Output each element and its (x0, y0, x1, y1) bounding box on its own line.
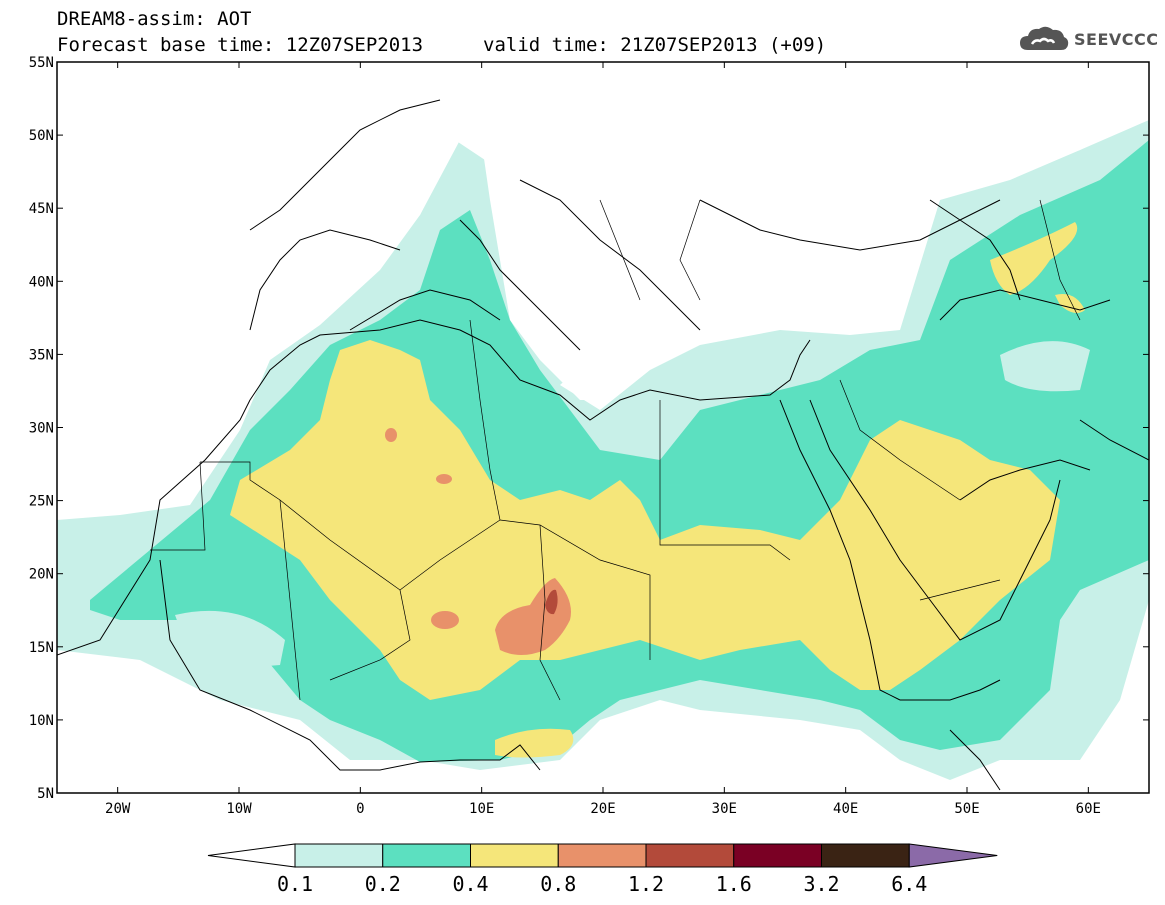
y-axis: 5N 10N 15N 20N 25N 30N 35N 40N 45N 50N 55N (29, 55, 1149, 802)
x-tick-label: 60E (1076, 801, 1101, 817)
y-tick-label: 50N (29, 128, 54, 144)
seevccc-logo: SEEVCCC (1018, 24, 1159, 54)
colorbar-label: 0.4 (452, 872, 488, 896)
x-tick-label: 10W (226, 801, 252, 817)
colorbar-box (470, 843, 559, 868)
y-tick-label: 5N (37, 786, 54, 802)
cloud-icon (1020, 26, 1069, 50)
forecast-base-time: Forecast base time: 12Z07SEP2013 (57, 34, 424, 56)
x-tick-label: 20E (590, 801, 615, 817)
y-tick-label: 25N (29, 494, 54, 510)
colorbar-label: 0.1 (277, 872, 313, 896)
x-tick-label: 30E (712, 801, 737, 817)
y-tick-label: 10N (29, 713, 54, 729)
colorbar-box (733, 843, 822, 868)
colorbar-label: 6.4 (891, 872, 927, 896)
x-axis: 20W 10W 0 10E 20E 30E 40E 50E 60E (105, 62, 1101, 817)
logo-text: SEEVCCC (1074, 29, 1159, 49)
borders (150, 199, 1081, 701)
x-tick-label: 0 (356, 801, 364, 817)
y-tick-label: 30N (29, 421, 54, 437)
colorbar-box (382, 843, 471, 868)
aot-band-1-2 (545, 589, 558, 615)
colorbar-label: 1.6 (716, 872, 752, 896)
x-tick-label: 10E (469, 801, 494, 817)
colorbar-low-arrow (207, 843, 296, 868)
colorbar-box (294, 843, 384, 868)
x-tick-label: 40E (833, 801, 858, 817)
colorbar-label: 3.2 (803, 872, 839, 896)
valid-time: valid time: 21Z07SEP2013 (+09) (483, 34, 827, 56)
colorbar-label: 0.2 (365, 872, 401, 896)
x-tick-label: 50E (954, 801, 979, 817)
colorbar-box (557, 843, 647, 868)
x-tick-label: 20W (105, 801, 131, 817)
aot-shading (57, 62, 1149, 793)
colorbar-high-arrow (908, 843, 998, 868)
aot-band-0-4 (230, 340, 1060, 700)
y-tick-label: 35N (29, 347, 54, 363)
y-tick-label: 15N (29, 640, 54, 656)
aot-colorbar: 0.1 0.2 0.4 0.8 1.2 1.6 3.2 6.4 (207, 843, 998, 896)
y-tick-label: 45N (29, 201, 54, 217)
colorbar-label: 0.8 (540, 872, 576, 896)
colorbar-label: 1.2 (628, 872, 664, 896)
y-tick-label: 20N (29, 567, 54, 583)
coastlines (57, 99, 1149, 791)
map-title: DREAM8-assim: AOT (57, 8, 252, 30)
colorbar-box (645, 843, 735, 868)
y-tick-label: 55N (29, 55, 54, 71)
y-tick-label: 40N (29, 274, 54, 290)
colorbar-box (821, 843, 910, 868)
